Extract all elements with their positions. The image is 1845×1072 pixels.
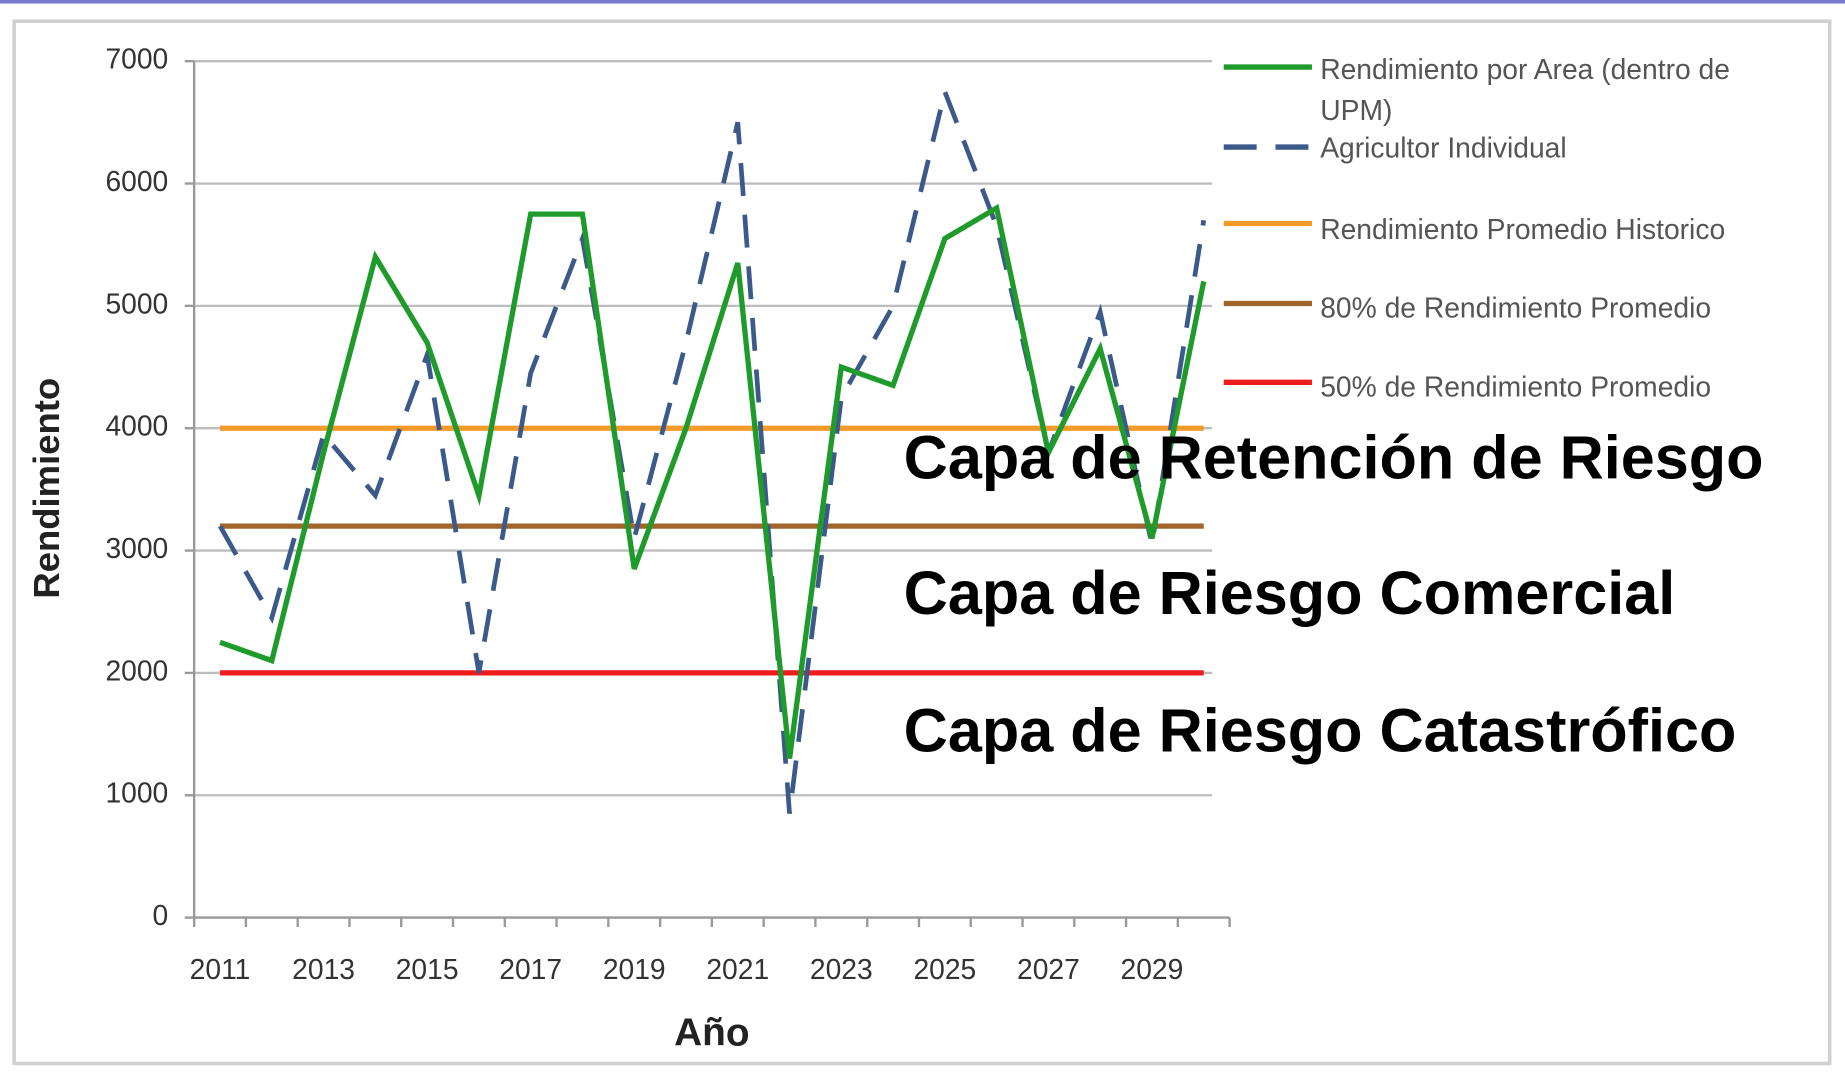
x-tick-label: 2027: [1017, 953, 1080, 985]
legend-item: 80% de Rendimiento Promedio: [1320, 292, 1712, 325]
y-tick-label: 5000: [105, 287, 168, 319]
y-axis-label: Rendimiento: [26, 378, 67, 599]
x-tick-label: 2011: [190, 953, 251, 985]
y-tick-label: 2000: [105, 654, 168, 686]
x-tick-label: 2021: [706, 953, 769, 985]
x-tick-label: 2013: [292, 953, 355, 985]
legend-label: 80% de Rendimiento Promedio: [1320, 292, 1712, 325]
legend-label: Agricultor Individual: [1320, 132, 1567, 165]
annotation: Capa de Retención de Riesgo: [904, 423, 1764, 491]
x-tick-label: 2029: [1121, 953, 1184, 985]
annotation: Capa de Riesgo Comercial: [904, 559, 1676, 627]
legend-item: 50% de Rendimiento Promedio: [1320, 371, 1712, 404]
legend-label: Rendimiento por Area (dentro de UPM): [1320, 54, 1730, 128]
y-tick-label: 4000: [105, 410, 168, 442]
annotation: Capa de Riesgo Catastrófico: [904, 696, 1737, 764]
legend-item: Agricultor Individual: [1320, 132, 1567, 165]
x-tick-label: 2023: [810, 953, 873, 985]
y-tick-label: 1000: [105, 777, 168, 809]
legend-item: Rendimiento por Area (dentro de UPM): [1320, 54, 1730, 128]
x-tick-label: 2019: [603, 953, 666, 985]
x-tick-label: 2017: [499, 953, 562, 985]
legend-item: Rendimiento Promedio Historico: [1320, 214, 1726, 246]
x-tick-label: 2015: [396, 953, 459, 985]
legend-label: 50% de Rendimiento Promedio: [1320, 371, 1712, 404]
top-bar: [0, 0, 1845, 4]
y-tick-label: 7000: [105, 43, 168, 75]
y-tick-label: 0: [153, 899, 169, 931]
y-tick-label: 6000: [105, 165, 168, 197]
x-tick-label: 2025: [913, 953, 976, 985]
y-tick-label: 3000: [105, 532, 168, 564]
x-axis-label: Año: [674, 1011, 749, 1054]
legend-label: Rendimiento Promedio Historico: [1320, 214, 1726, 246]
frame: [12, 19, 1832, 1066]
series-line: [219, 203, 1207, 759]
